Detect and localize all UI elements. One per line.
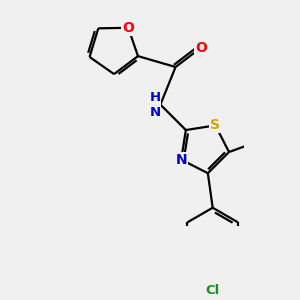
- Text: S: S: [210, 118, 220, 132]
- Text: H
N: H N: [149, 91, 161, 118]
- Text: O: O: [195, 40, 207, 55]
- Text: Cl: Cl: [206, 284, 220, 297]
- Text: N: N: [176, 153, 187, 166]
- Text: O: O: [122, 21, 134, 35]
